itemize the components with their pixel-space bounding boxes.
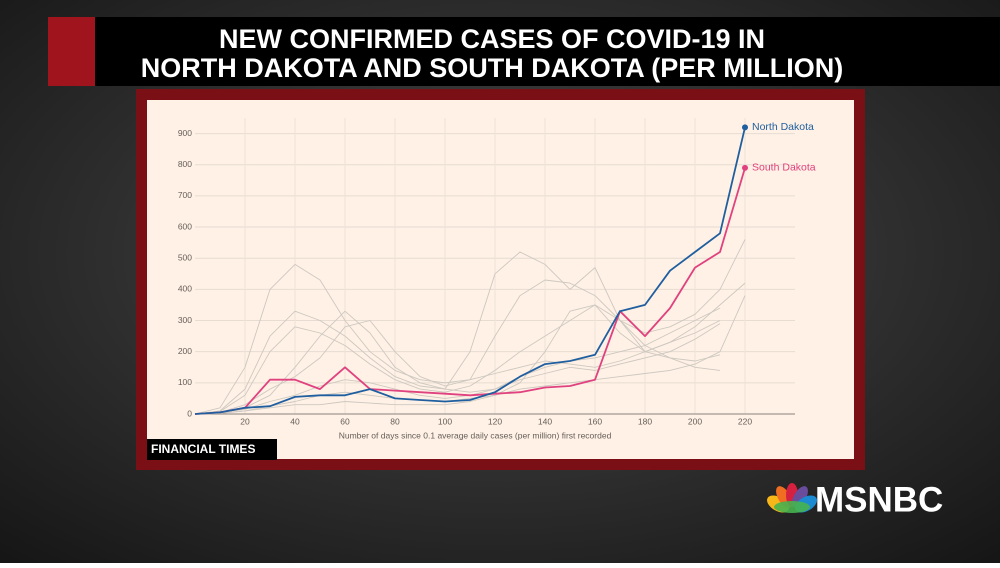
background-line	[194, 307, 721, 415]
x-tick-label: 140	[538, 416, 552, 426]
background-line	[194, 263, 721, 415]
series-line	[194, 127, 746, 415]
x-tick-label: 100	[438, 416, 452, 426]
background-line	[194, 251, 746, 415]
banner-accent	[48, 17, 95, 86]
x-tick-label: 180	[638, 416, 652, 426]
background-line	[194, 295, 746, 415]
network-logo: MSNBC	[815, 480, 943, 519]
y-tick-label: 600	[178, 221, 192, 231]
end-point	[742, 124, 748, 131]
x-tick-label: 160	[588, 416, 602, 426]
x-tick-label: 40	[290, 416, 300, 426]
x-tick-label: 200	[688, 416, 702, 426]
logo-peacock	[767, 483, 817, 513]
x-tick-label: 120	[488, 416, 502, 426]
series-line	[194, 167, 746, 415]
plot: 0 100 200 300 400 500 600 700 800 900 20 40 60 80 100 1…	[178, 118, 816, 426]
y-tick-label: 900	[178, 128, 192, 138]
y-tick-label: 200	[178, 346, 192, 356]
source: FINANCIAL TIMES	[151, 442, 255, 456]
x-tick-label: 80	[390, 416, 400, 426]
background-line	[194, 304, 721, 415]
x-tick-label: 60	[340, 416, 350, 426]
background-line	[194, 239, 746, 415]
background-line	[194, 323, 721, 415]
y-tick-label: 700	[178, 190, 192, 200]
title-banner	[48, 17, 1000, 86]
background-line	[194, 304, 721, 415]
x-tick-label: 220	[738, 416, 752, 426]
y-tick-label: 500	[178, 252, 192, 262]
y-tick-label: 800	[178, 159, 192, 169]
end-point	[742, 164, 748, 171]
y-tick-label: 400	[178, 284, 192, 294]
chart-panel	[147, 100, 854, 459]
title-line: NORTH DAKOTA AND SOUTH DAKOTA (PER MILLI…	[141, 53, 843, 83]
series-label: North Dakota	[752, 121, 814, 133]
series-label: South Dakota	[752, 162, 816, 174]
y-tick-label: 0	[187, 408, 192, 418]
x-tick-label: 20	[240, 416, 250, 426]
source-box	[147, 439, 277, 460]
y-tick-label: 300	[178, 315, 192, 325]
title-line: NEW CONFIRMED CASES OF COVID-19 IN	[219, 24, 765, 54]
x-axis-label: Number of days since 0.1 average daily c…	[339, 430, 612, 440]
y-tick-label: 100	[178, 377, 192, 387]
